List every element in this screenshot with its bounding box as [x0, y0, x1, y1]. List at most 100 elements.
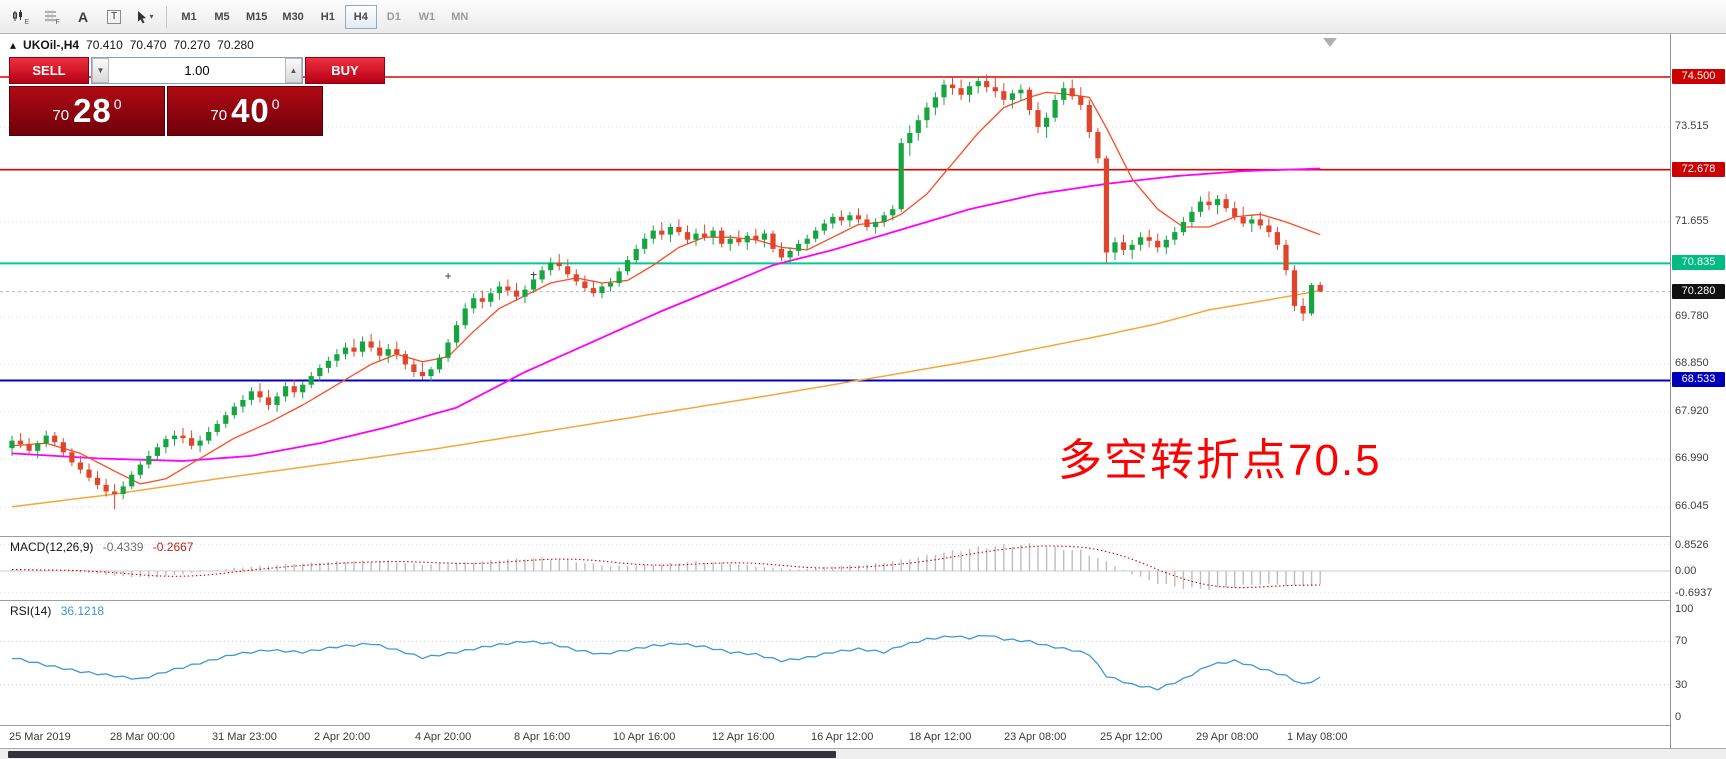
arrow-glyph	[138, 10, 147, 23]
text-tool-icon[interactable]: A	[68, 4, 98, 30]
panel-separator[interactable]	[0, 600, 1726, 601]
time-axis-label: 2 Apr 20:00	[314, 731, 371, 743]
tab-timeframe-m5[interactable]: M5	[206, 5, 238, 29]
svg-text:+: +	[530, 267, 537, 281]
volume-input[interactable]	[109, 58, 285, 83]
time-axis-label: 1 May 08:00	[1287, 731, 1348, 743]
buy-button[interactable]: BUY	[305, 57, 385, 84]
rsi-value: 36.1218	[60, 604, 105, 618]
price-axis-label: 100	[1675, 603, 1694, 615]
price-axis-label: 71.655	[1675, 215, 1709, 227]
label-tool-glyph: T	[106, 9, 122, 24]
macd-signal-value: -0.2667	[152, 540, 194, 554]
time-axis[interactable]: 25 Mar 2019 28 Mar 00:00 31 Mar 23:00 2 Apr…	[0, 726, 1670, 748]
chart-text-annotation: 多空转折点70.5	[1058, 436, 1382, 485]
price-axis-label: 69.780	[1675, 310, 1709, 322]
bid-pips: 28	[73, 92, 112, 129]
price-badge: 70.280	[1672, 284, 1725, 299]
time-axis-label: 25 Apr 12:00	[1100, 731, 1163, 743]
time-axis-label: 16 Apr 12:00	[811, 731, 874, 743]
tab-timeframe-m1[interactable]: M1	[173, 5, 205, 29]
price-axis-label: 0.8526	[1675, 539, 1709, 551]
time-axis-label: 23 Apr 08:00	[1004, 731, 1067, 743]
macd-label: MACD(12,26,9) -0.4339 -0.2667	[10, 540, 193, 554]
time-axis-label: 28 Mar 00:00	[110, 731, 175, 743]
ask-integer: 70	[210, 107, 228, 124]
price-axis-label: 30	[1675, 679, 1688, 691]
price-axis-label: 68.850	[1675, 357, 1709, 369]
tab-timeframe-h1[interactable]: H1	[312, 5, 344, 29]
time-axis-label: 25 Mar 2019	[9, 731, 71, 743]
price-axis-label: 0.00	[1675, 565, 1697, 577]
panel-separator	[0, 725, 1726, 726]
grid-icon[interactable]: F	[37, 4, 67, 30]
price-axis-separator	[1670, 34, 1671, 748]
toolbar-separator	[166, 5, 167, 28]
candlestick-glyph: E	[13, 9, 30, 25]
price-badge: 70.835	[1672, 255, 1725, 270]
price-axis-label: 67.920	[1675, 405, 1709, 417]
one-click-trade-panel: SELL ▼ ▲ BUY 70 28 0 70 40 0	[9, 57, 385, 136]
volume-stepper: ▼ ▲	[91, 57, 303, 84]
rsi-name: RSI(14)	[10, 604, 52, 618]
price-axis[interactable]: 74.500 73.515 72.678 71.655 70.835 70.280 69.7…	[1671, 34, 1726, 748]
macd-canvas[interactable]	[0, 537, 1670, 600]
tab-timeframe-h4[interactable]: H4	[344, 4, 377, 29]
time-axis-label: 18 Apr 12:00	[909, 731, 972, 743]
rsi-canvas[interactable]	[0, 601, 1670, 725]
price-axis-label: -0.6937	[1675, 587, 1713, 599]
timeframe-group: M1 M5 M15 M30 H1 H4 D1 W1 MN	[173, 4, 476, 29]
bid-quote[interactable]: 70 28 0	[9, 86, 165, 136]
bid-integer: 70	[52, 107, 70, 124]
bottom-strip	[0, 748, 1726, 759]
ohlc-close: 70.280	[217, 38, 254, 52]
time-axis-label: 31 Mar 23:00	[212, 731, 277, 743]
text-tool-glyph: A	[77, 8, 89, 25]
price-badge: 72.678	[1672, 162, 1725, 177]
chart-type-icon[interactable]: E	[6, 4, 36, 30]
tab-timeframe-m30[interactable]: M30	[275, 5, 310, 29]
ohlc-high: 70.470	[129, 38, 167, 52]
tab-timeframe-m15[interactable]: M15	[239, 5, 274, 29]
ohlc-open: 70.410	[86, 38, 123, 52]
price-axis-label: 73.515	[1675, 120, 1709, 132]
price-axis-label: 66.045	[1675, 500, 1709, 512]
collapse-marker-icon: ▴	[10, 38, 17, 52]
tab-timeframe-d1[interactable]: D1	[378, 5, 410, 29]
panel-separator[interactable]	[0, 536, 1726, 537]
grid-glyph: F	[45, 9, 60, 25]
ask-quote[interactable]: 70 40 0	[167, 86, 323, 136]
toolbar: E F A T ▾ M1 M5 M15 M30 H1 H4 D1 W1 MN	[0, 0, 1726, 34]
caret-down-icon: ▾	[149, 12, 154, 21]
price-badge: 68.533	[1672, 372, 1725, 387]
main-chart-canvas[interactable]: + +	[0, 34, 1670, 536]
tab-timeframe-w1[interactable]: W1	[411, 5, 443, 29]
cursor-tool-icon[interactable]: ▾	[130, 4, 160, 30]
ohlc-low: 70.270	[173, 38, 211, 52]
volume-decrease-icon[interactable]: ▼	[92, 58, 109, 83]
price-axis-label: 66.990	[1675, 452, 1709, 464]
svg-text:E: E	[25, 19, 30, 25]
bid-point: 0	[113, 95, 122, 112]
price-badge: 74.500	[1672, 69, 1725, 84]
time-axis-label: 29 Apr 08:00	[1196, 731, 1259, 743]
time-axis-label: 12 Apr 16:00	[712, 731, 775, 743]
price-axis-label: 70	[1675, 635, 1688, 647]
label-tool-icon[interactable]: T	[99, 4, 129, 30]
chart-header: ▴ UKOil-,H4 70.410 70.470 70.270 70.280	[10, 38, 254, 52]
time-axis-label: 8 Apr 16:00	[514, 731, 571, 743]
rsi-label: RSI(14) 36.1218	[10, 604, 104, 618]
ask-point: 0	[271, 95, 280, 112]
tab-timeframe-mn[interactable]: MN	[444, 5, 476, 29]
sell-button[interactable]: SELL	[9, 57, 89, 84]
time-axis-label: 4 Apr 20:00	[415, 731, 472, 743]
ask-pips: 40	[231, 92, 270, 129]
svg-text:F: F	[56, 19, 60, 25]
macd-name: MACD(12,26,9)	[10, 540, 94, 554]
macd-main-value: -0.4339	[102, 540, 144, 554]
time-axis-label: 10 Apr 16:00	[613, 731, 676, 743]
svg-text:+: +	[445, 269, 452, 283]
volume-increase-icon[interactable]: ▲	[285, 58, 302, 83]
h-scrollbar-thumb[interactable]	[8, 751, 836, 758]
